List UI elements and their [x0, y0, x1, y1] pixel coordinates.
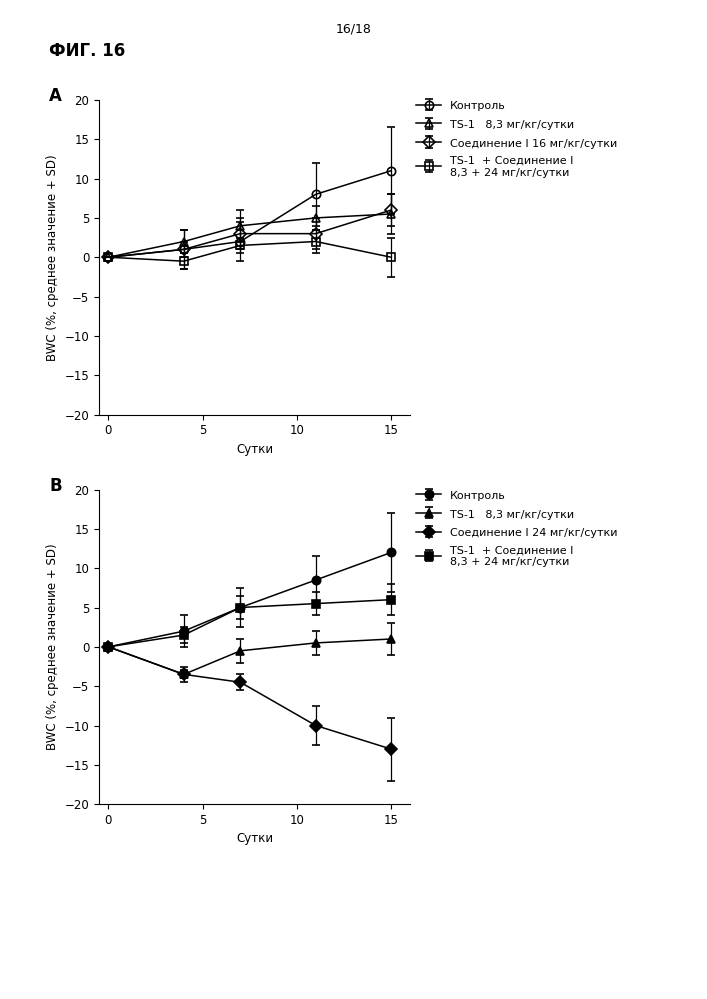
- Y-axis label: BWC (%, среднее значение + SD): BWC (%, среднее значение + SD): [46, 154, 59, 361]
- Y-axis label: BWC (%, среднее значение + SD): BWC (%, среднее значение + SD): [46, 543, 59, 750]
- Legend: Контроль, TS-1   8,3 мг/кг/сутки, Соединение I 24 мг/кг/сутки, TS-1  + Соединени: Контроль, TS-1 8,3 мг/кг/сутки, Соединен…: [416, 490, 617, 567]
- Text: B: B: [49, 477, 62, 495]
- X-axis label: Сутки: Сутки: [236, 832, 273, 845]
- Legend: Контроль, TS-1   8,3 мг/кг/сутки, Соединение I 16 мг/кг/сутки, TS-1  + Соединени: Контроль, TS-1 8,3 мг/кг/сутки, Соединен…: [416, 100, 617, 178]
- X-axis label: Сутки: Сутки: [236, 443, 273, 456]
- Text: ФИГ. 16: ФИГ. 16: [49, 42, 126, 60]
- Text: 16/18: 16/18: [336, 23, 371, 36]
- Text: A: A: [49, 87, 62, 105]
